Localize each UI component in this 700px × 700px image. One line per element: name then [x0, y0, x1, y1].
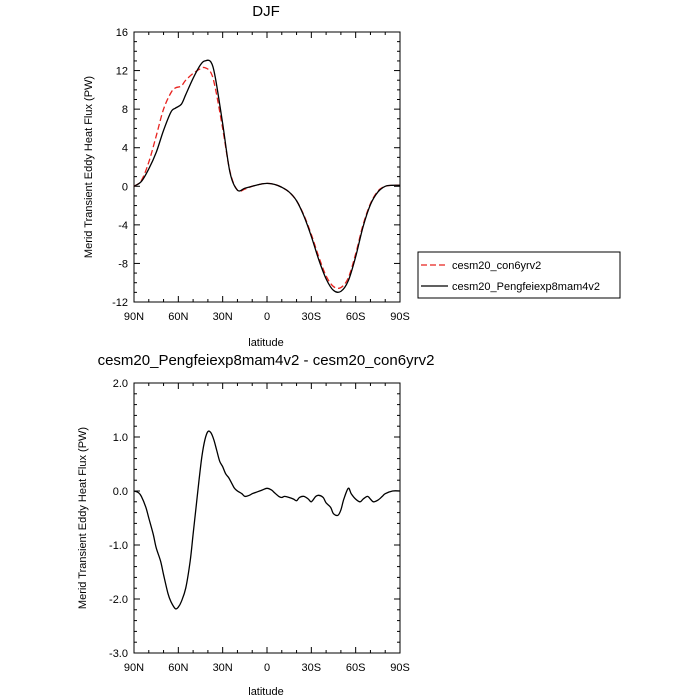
bottom-series-group	[133, 430, 401, 610]
top-xtick-label: 90N	[124, 311, 144, 323]
legend: cesm20_con6yrv2 cesm20_Pengfeiexp8mam4v2	[417, 251, 621, 299]
legend-label-pengfei: cesm20_Pengfeiexp8mam4v2	[452, 281, 600, 293]
top-xtick-label: 0	[264, 311, 270, 323]
bottom-panel-title: cesm20_Pengfeiexp8mam4v2 - cesm20_con6yr…	[98, 352, 435, 369]
bottom-xtick-label: 60S	[346, 662, 366, 674]
top-ytick-label: 0	[122, 181, 128, 193]
top-series-group	[133, 59, 401, 293]
legend-box	[417, 251, 621, 299]
top-xtick-label: 60S	[346, 311, 366, 323]
bottom-axis-ticks: 90N 60N 30N 0 30S 60S 90S -3.0 -2.0 -1.0 0.0 1.0 2.0	[109, 378, 410, 674]
top-xtick-label: 30N	[213, 311, 233, 323]
top-xtick-label: 30S	[302, 311, 322, 323]
top-ytick-label: -12	[112, 297, 128, 309]
top-ytick-label: 12	[116, 66, 128, 78]
bottom-xtick-label: 60N	[168, 662, 188, 674]
top-panel-title: DJF	[252, 3, 280, 20]
top-panel: DJF 90N 60N 30N 0 30S 60S 90S -12 -8 -4 0 4 8 12 16 la…	[83, 3, 410, 349]
legend-label-con6yrv2: cesm20_con6yrv2	[452, 260, 541, 272]
bottom-xlabel: latitude	[248, 686, 283, 698]
bottom-xtick-label: 90N	[124, 662, 144, 674]
bottom-panel: cesm20_Pengfeiexp8mam4v2 - cesm20_con6yr…	[77, 352, 434, 698]
top-ytick-label: 16	[116, 27, 128, 39]
top-series-line-1	[133, 59, 401, 293]
top-xlabel: latitude	[248, 337, 283, 349]
bottom-ytick-label: -2.0	[109, 594, 128, 606]
bottom-xtick-label: 30N	[213, 662, 233, 674]
top-ytick-label: 8	[122, 104, 128, 116]
top-ytick-label: -4	[118, 220, 128, 232]
bottom-ylabel: Merid Transient Eddy Heat Flux (PW)	[77, 427, 89, 609]
bottom-xtick-label: 0	[264, 662, 270, 674]
bottom-xtick-label: 30S	[302, 662, 322, 674]
top-axis-ticks: 90N 60N 30N 0 30S 60S 90S -12 -8 -4 0 4 8 12 16	[112, 27, 410, 323]
top-ytick-label: 4	[122, 143, 128, 155]
top-ytick-label: -8	[118, 258, 128, 270]
top-xtick-label: 60N	[168, 311, 188, 323]
bottom-ytick-label: 1.0	[113, 432, 128, 444]
bottom-ytick-label: -3.0	[109, 648, 128, 660]
bottom-xtick-label: 90S	[390, 662, 410, 674]
bottom-ytick-label: 0.0	[113, 486, 128, 498]
top-plot-frame	[133, 31, 401, 303]
top-series-line-0	[133, 66, 401, 290]
bottom-plot-frame	[133, 382, 401, 654]
bottom-ytick-label: 2.0	[113, 378, 128, 390]
bottom-ytick-label: -1.0	[109, 540, 128, 552]
bottom-series-line-0	[133, 430, 401, 610]
top-ylabel: Merid Transient Eddy Heat Flux (PW)	[83, 76, 95, 258]
top-xtick-label: 90S	[390, 311, 410, 323]
